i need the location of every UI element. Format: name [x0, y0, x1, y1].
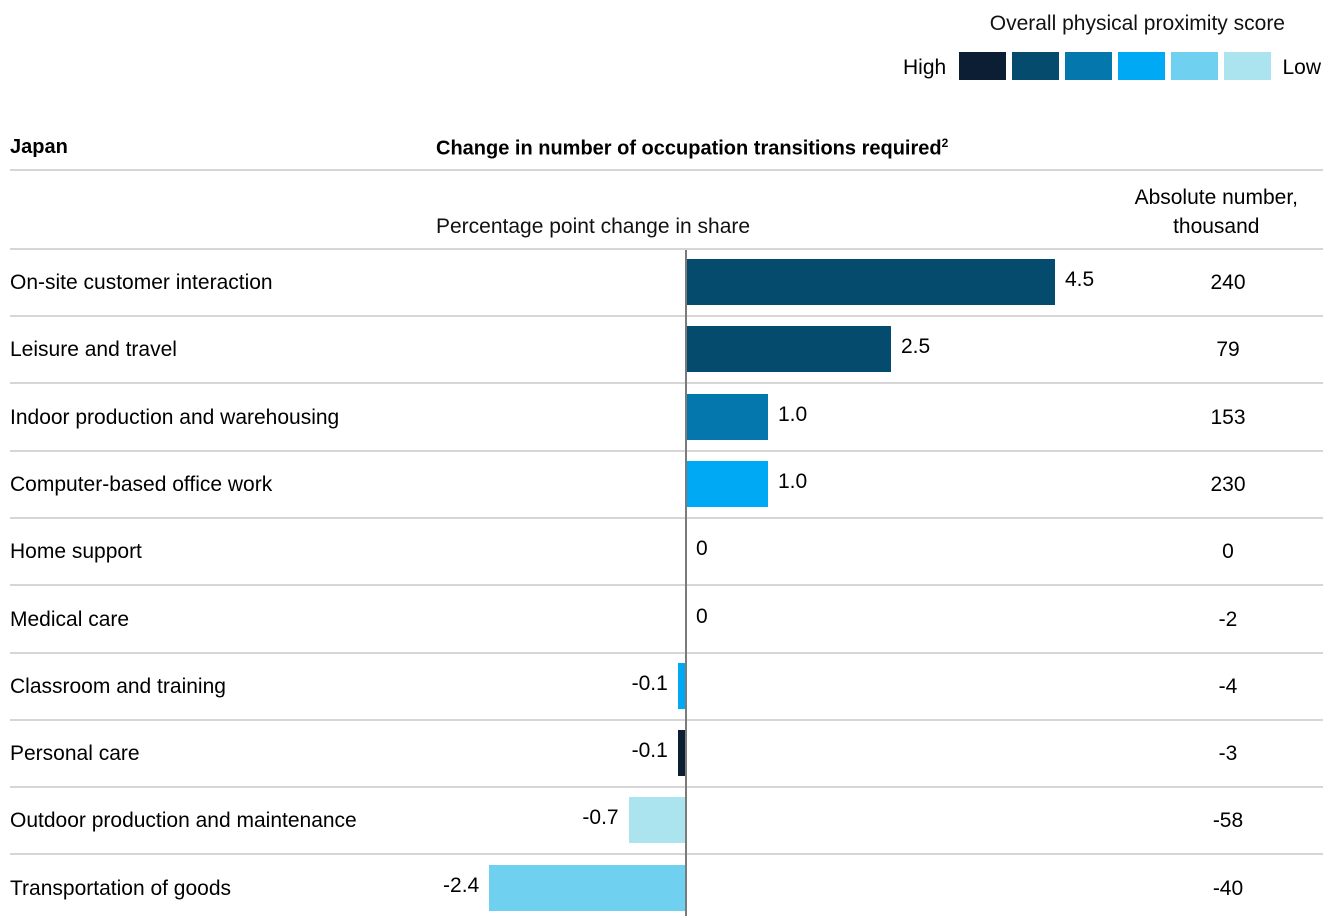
absolute-value: -4 [1218, 674, 1238, 698]
bar [489, 864, 686, 911]
row-divider [10, 786, 1323, 789]
category-label: On-site customer interaction [10, 271, 273, 294]
category-label: Leisure and travel [10, 338, 177, 362]
table-row: Classroom and training -0.1 -4 [0, 654, 1323, 721]
legend-swatch-3 [1065, 52, 1112, 80]
row-divider [10, 853, 1323, 856]
absolute-value: 230 [1210, 472, 1246, 496]
category-label: Home support [10, 540, 142, 564]
category-label: Medical care [10, 607, 130, 631]
legend-swatch-4 [1118, 52, 1165, 80]
bar-value-label: 0 [696, 537, 708, 561]
category-label: Classroom and training [10, 674, 226, 698]
table-row: Medical care 0 -2 [0, 587, 1323, 654]
row-divider [10, 516, 1323, 519]
legend-swatch-5 [1171, 52, 1218, 80]
category-label: Personal care [10, 742, 140, 766]
bar-value-label: 0 [696, 604, 708, 628]
bar-value-label: -2.4 [443, 873, 480, 897]
bar [677, 662, 686, 709]
table-row: Computer-based office work 1.0 230 [0, 452, 1323, 519]
legend-low-label: Low [1282, 56, 1321, 79]
bar [686, 259, 1055, 305]
table-row: Leisure and travel 2.5 79 [0, 317, 1323, 385]
legend-title: Overall physical proximity score [989, 12, 1285, 35]
absolute-value: -58 [1212, 809, 1244, 833]
row-divider [10, 651, 1323, 654]
country-header: Japan [10, 136, 68, 158]
bar [628, 797, 686, 844]
bar-value-label: 1.0 [778, 402, 808, 426]
table-row: Outdoor production and maintenance -0.7 -5… [0, 788, 1323, 856]
absolute-value: 153 [1210, 405, 1246, 429]
table-row: Indoor production and warehousing 1.0 153 [0, 385, 1323, 452]
category-label: Computer-based office work [10, 472, 273, 496]
footnote-marker: 2 [941, 136, 949, 150]
absolute-number-header: Absolute number, thousand [1135, 183, 1298, 241]
bar-value-label: 2.5 [901, 335, 931, 359]
table-row: Transportation of goods -2.4 -40 [0, 856, 1323, 923]
bar-value-label: -0.1 [631, 739, 668, 763]
bar [686, 393, 768, 440]
subheader-divider [10, 248, 1323, 250]
category-label: Outdoor production and maintenance [10, 809, 357, 833]
row-divider [10, 449, 1323, 452]
bar [686, 326, 891, 373]
absolute-value: -3 [1218, 742, 1238, 766]
legend-scale: High Low [903, 52, 1323, 84]
row-divider [10, 718, 1323, 721]
pct-change-header: Percentage point change in share [436, 215, 751, 238]
absolute-value: 79 [1216, 338, 1240, 362]
absolute-value: 240 [1210, 271, 1246, 294]
category-label: Transportation of goods [10, 876, 232, 900]
chart-title-text: Change in number of occupation transitio… [436, 137, 942, 160]
absolute-value: -40 [1212, 876, 1244, 900]
absolute-value: 0 [1222, 540, 1234, 564]
legend-swatch-2 [1012, 52, 1059, 80]
row-divider [10, 315, 1323, 317]
bar-value-label: 1.0 [778, 469, 808, 493]
chart-title: Change in number of occupation transitio… [436, 136, 948, 161]
header-divider [10, 169, 1323, 171]
table-row: Home support 0 0 [0, 519, 1323, 587]
table-row: Personal care -0.1 -3 [0, 721, 1323, 789]
bar [677, 730, 686, 777]
bar-value-label: 4.5 [1065, 268, 1095, 291]
zero-axis [685, 250, 687, 916]
row-divider [10, 584, 1323, 587]
legend-swatch-1 [959, 52, 1006, 80]
absolute-header-line1: Absolute number, [1134, 186, 1298, 209]
bar-value-label: -0.7 [582, 806, 619, 830]
category-label: Indoor production and warehousing [10, 405, 340, 429]
table-row: On-site customer interaction 4.5 240 [0, 250, 1323, 317]
row-divider [10, 382, 1323, 385]
absolute-header-line2: thousand [1173, 215, 1260, 238]
bar-value-label: -0.1 [631, 671, 668, 695]
bar [686, 460, 768, 507]
absolute-value: -2 [1218, 607, 1238, 631]
legend-high-label: High [903, 56, 947, 79]
legend-swatch-6 [1224, 52, 1271, 80]
